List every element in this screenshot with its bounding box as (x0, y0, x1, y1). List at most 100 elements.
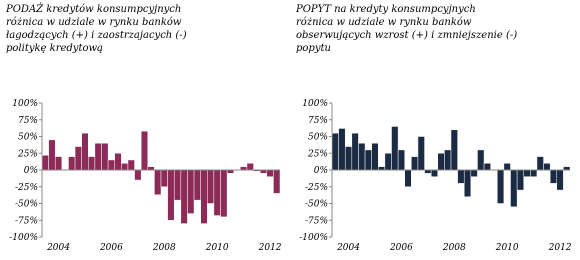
bar (351, 132, 359, 171)
x-tick-label: 2006 (99, 243, 123, 253)
y-tick-label: 100% (12, 99, 38, 109)
bar (358, 142, 366, 171)
x-tick-label: 2008 (442, 243, 466, 253)
bar (74, 146, 82, 171)
bar (463, 169, 472, 198)
bar (200, 169, 208, 224)
bar (503, 163, 511, 171)
bar (180, 169, 188, 224)
bar (536, 156, 544, 171)
chart-title: politykę kredytową (6, 43, 103, 54)
bar (530, 169, 538, 177)
chart-title: POPYT na kredyty konsumpcyjnych (295, 4, 476, 15)
bar (450, 129, 458, 171)
bar (549, 169, 558, 184)
y-tick-label: -75% (305, 216, 328, 226)
y-tick-label: -75% (15, 216, 38, 226)
bar (94, 142, 102, 171)
y-tick-label: -25% (305, 183, 328, 193)
bar (397, 149, 405, 171)
x-tick-label: 2010 (495, 243, 519, 253)
bar (167, 169, 175, 221)
chart-title: różnica w udziale w rynku banków (6, 17, 182, 28)
bar (364, 149, 372, 171)
x-tick-label: 2012 (548, 243, 572, 253)
y-tick-label: 75% (18, 116, 38, 126)
bar (523, 169, 531, 177)
bar (187, 169, 195, 214)
bar (477, 149, 485, 171)
bar (563, 166, 571, 171)
y-tick-label: 75% (308, 116, 328, 126)
x-tick-label: 2012 (258, 243, 282, 253)
bar (556, 169, 564, 191)
bar (207, 169, 215, 204)
bar (404, 169, 412, 187)
bar (378, 166, 386, 171)
bar (81, 132, 89, 171)
bar (430, 169, 439, 177)
bar (101, 142, 109, 171)
bar (516, 169, 524, 191)
bar (88, 156, 96, 171)
bar (114, 153, 122, 171)
bar (338, 128, 346, 171)
bar (483, 163, 491, 171)
bar (444, 149, 452, 171)
chart-title: popytu (296, 43, 331, 54)
bar (220, 169, 228, 218)
bar (134, 169, 142, 181)
y-tick-label: -50% (305, 200, 328, 210)
x-tick-label: 2004 (336, 243, 360, 253)
x-tick-label: 2010 (205, 243, 229, 253)
y-tick-label: 0% (24, 166, 38, 176)
bar (154, 169, 162, 196)
bar (331, 132, 339, 171)
bar (41, 155, 49, 171)
bar (457, 169, 465, 184)
bar (226, 169, 234, 174)
bar (470, 169, 478, 177)
bar (213, 169, 221, 216)
bar (160, 169, 168, 187)
bar (417, 136, 425, 171)
bar (140, 130, 149, 171)
bar (391, 126, 399, 171)
bar (68, 156, 76, 171)
bar (193, 169, 201, 201)
bar (259, 169, 268, 174)
bar (121, 163, 129, 171)
bar (543, 163, 551, 171)
bar (371, 142, 379, 171)
bar (344, 146, 353, 171)
y-tick-label: 50% (308, 133, 328, 143)
bar (173, 169, 182, 201)
bar (48, 139, 56, 171)
y-tick-label: -100% (299, 233, 328, 243)
bar (266, 169, 274, 177)
bar (107, 159, 115, 171)
y-tick-label: -100% (9, 233, 38, 243)
chart-title: PODAŻ kredytów konsumpcyjnych (5, 3, 181, 15)
bar (424, 169, 432, 174)
bar (384, 153, 392, 171)
bar (510, 169, 518, 208)
bar (411, 156, 419, 171)
bar (273, 169, 281, 194)
x-tick-label: 2006 (389, 243, 413, 253)
y-tick-label: 25% (307, 149, 328, 159)
bar (437, 153, 445, 171)
y-tick-label: -25% (15, 183, 38, 193)
bar (246, 163, 254, 171)
bar (147, 166, 155, 171)
chart-title: łagodzących (+) i zaostrzajacych (-) (6, 30, 187, 41)
y-tick-label: 0% (314, 166, 328, 176)
y-tick-label: 50% (18, 133, 38, 143)
y-tick-label: 100% (302, 99, 328, 109)
y-tick-label: -50% (15, 200, 38, 210)
bar (240, 166, 248, 171)
bar (54, 156, 63, 171)
x-tick-label: 2008 (152, 243, 176, 253)
chart-title: obserwujących wzrost (+) i zmniejszenie … (296, 30, 517, 41)
